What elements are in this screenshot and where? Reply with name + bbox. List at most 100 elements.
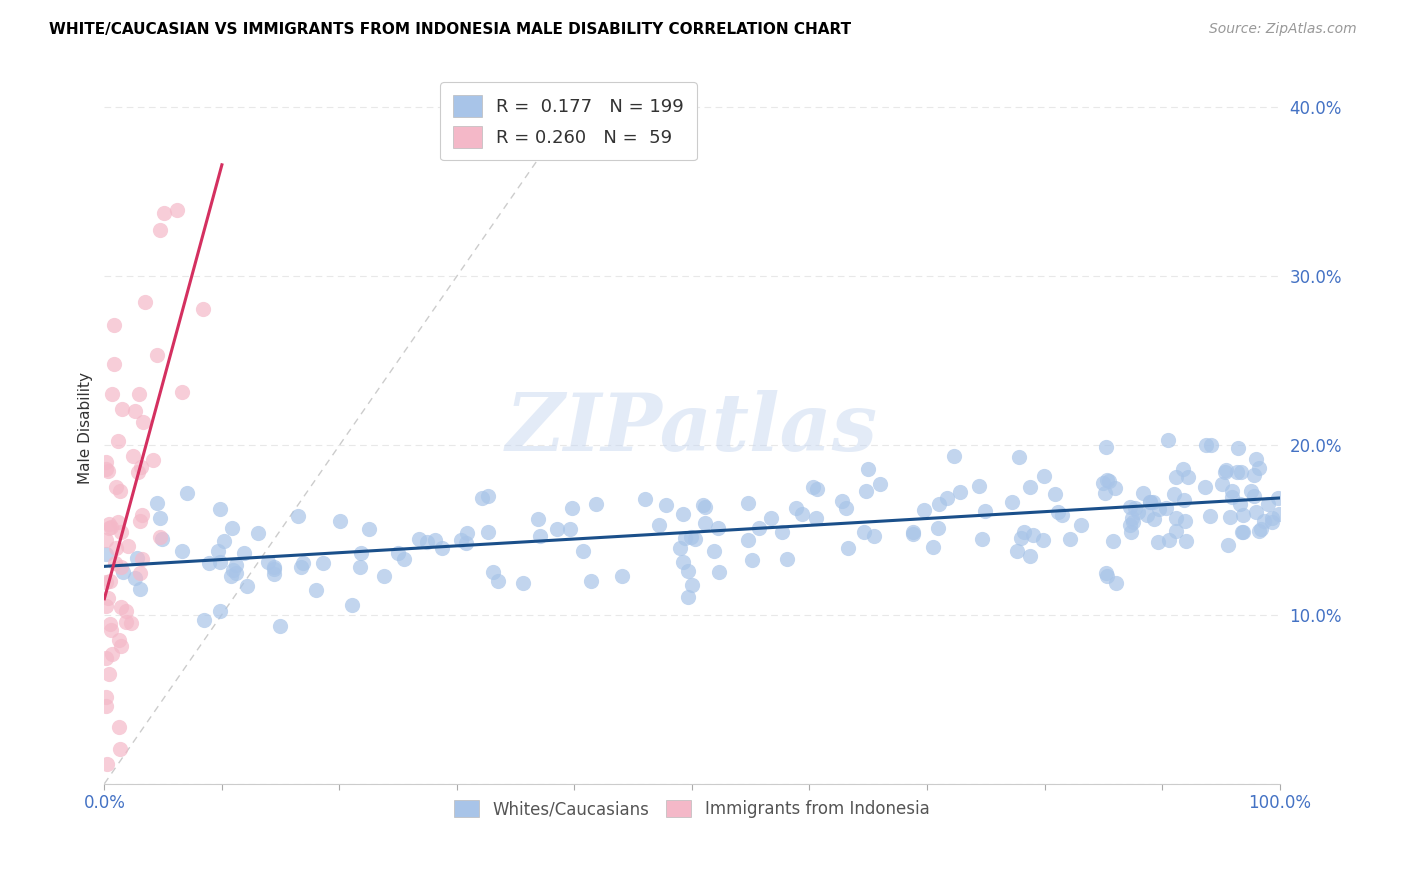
Point <box>693 516 716 531</box>
Point <box>482 566 505 580</box>
Point <box>104 556 127 570</box>
Point <box>1000 495 1022 509</box>
Point <box>1232 525 1254 540</box>
Point <box>416 535 439 549</box>
Point <box>679 529 702 543</box>
Point <box>111 401 134 416</box>
Point <box>546 522 568 536</box>
Point <box>471 491 494 505</box>
Point <box>901 524 924 539</box>
Point <box>1095 569 1118 583</box>
Point <box>1211 476 1233 491</box>
Point <box>142 453 165 467</box>
Point <box>257 555 280 569</box>
Point <box>1045 487 1067 501</box>
Point <box>219 569 242 583</box>
Point <box>134 295 156 310</box>
Point <box>247 525 270 540</box>
Point <box>1159 533 1181 547</box>
Point <box>1215 465 1237 479</box>
Point <box>98 520 121 534</box>
Point <box>853 525 876 540</box>
Point <box>149 530 172 544</box>
Point <box>1175 534 1198 549</box>
Point <box>527 512 550 526</box>
Point <box>862 529 884 543</box>
Point <box>612 568 634 582</box>
Point <box>209 555 232 569</box>
Point <box>1226 441 1249 455</box>
Point <box>703 544 725 558</box>
Point <box>1219 509 1241 524</box>
Point <box>103 357 125 371</box>
Point <box>110 559 132 574</box>
Point <box>1050 508 1073 522</box>
Point <box>936 491 959 505</box>
Point <box>1199 438 1222 452</box>
Point <box>1139 495 1161 509</box>
Point <box>170 544 193 558</box>
Point <box>131 508 153 522</box>
Point <box>693 500 716 514</box>
Point <box>486 574 509 588</box>
Point <box>858 462 880 476</box>
Point <box>225 566 247 580</box>
Point <box>101 648 124 662</box>
Point <box>761 510 783 524</box>
Point <box>967 479 990 493</box>
Point <box>170 384 193 399</box>
Point <box>145 348 167 362</box>
Point <box>263 560 285 574</box>
Point <box>263 567 285 582</box>
Point <box>776 551 799 566</box>
Point <box>572 544 595 558</box>
Point <box>305 582 328 597</box>
Point <box>96 574 118 589</box>
Point <box>450 533 472 547</box>
Point <box>792 508 814 522</box>
Point <box>647 517 669 532</box>
Point <box>1229 497 1251 511</box>
Point <box>1229 465 1251 479</box>
Point <box>1220 484 1243 499</box>
Point <box>1123 500 1146 515</box>
Point <box>1163 487 1185 501</box>
Point <box>901 526 924 541</box>
Point <box>770 524 793 539</box>
Point <box>107 720 129 734</box>
Point <box>672 555 695 569</box>
Point <box>98 574 121 588</box>
Point <box>801 480 824 494</box>
Point <box>1101 534 1123 549</box>
Point <box>785 500 807 515</box>
Point <box>1018 549 1040 563</box>
Point <box>191 301 214 316</box>
Point <box>97 591 120 605</box>
Point <box>529 529 551 543</box>
Point <box>1246 451 1268 466</box>
Point <box>1260 511 1282 525</box>
Point <box>1070 518 1092 533</box>
Point <box>672 508 695 522</box>
Text: Source: ZipAtlas.com: Source: ZipAtlas.com <box>1209 22 1357 37</box>
Point <box>707 521 730 535</box>
Point <box>122 449 145 463</box>
Point <box>350 546 373 560</box>
Point <box>221 521 243 535</box>
Point <box>1104 575 1126 590</box>
Point <box>131 551 153 566</box>
Point <box>98 517 121 532</box>
Point <box>683 532 706 546</box>
Point <box>124 570 146 584</box>
Point <box>149 511 172 525</box>
Point <box>176 485 198 500</box>
Point <box>329 514 352 528</box>
Point <box>1257 497 1279 511</box>
Point <box>100 386 122 401</box>
Point <box>225 558 247 572</box>
Point <box>633 491 655 506</box>
Point <box>263 562 285 576</box>
Point <box>115 615 138 629</box>
Point <box>115 604 138 618</box>
Point <box>1267 491 1289 506</box>
